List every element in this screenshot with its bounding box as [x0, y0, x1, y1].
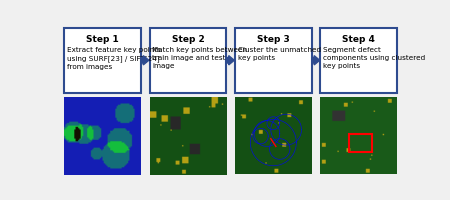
FancyBboxPatch shape [235, 29, 312, 93]
Text: Step 1: Step 1 [86, 35, 119, 44]
FancyBboxPatch shape [64, 29, 141, 93]
Text: Step 3: Step 3 [257, 35, 290, 44]
Text: Step 4: Step 4 [342, 35, 375, 44]
Polygon shape [141, 56, 149, 66]
Bar [349, 134, 372, 152]
FancyBboxPatch shape [320, 29, 397, 93]
Text: Extract feature key points
using SURF[23] / SIFT[24]
from images: Extract feature key points using SURF[23… [67, 47, 161, 69]
Text: Segment defect
components using clustered
key points: Segment defect components using clustere… [323, 47, 425, 68]
Text: Match key points between
train image and test
image: Match key points between train image and… [153, 47, 248, 68]
FancyBboxPatch shape [149, 29, 226, 93]
Polygon shape [312, 56, 320, 66]
Polygon shape [227, 56, 234, 66]
Text: Cluster the unmatched
key points: Cluster the unmatched key points [238, 47, 321, 61]
Text: Step 2: Step 2 [171, 35, 204, 44]
